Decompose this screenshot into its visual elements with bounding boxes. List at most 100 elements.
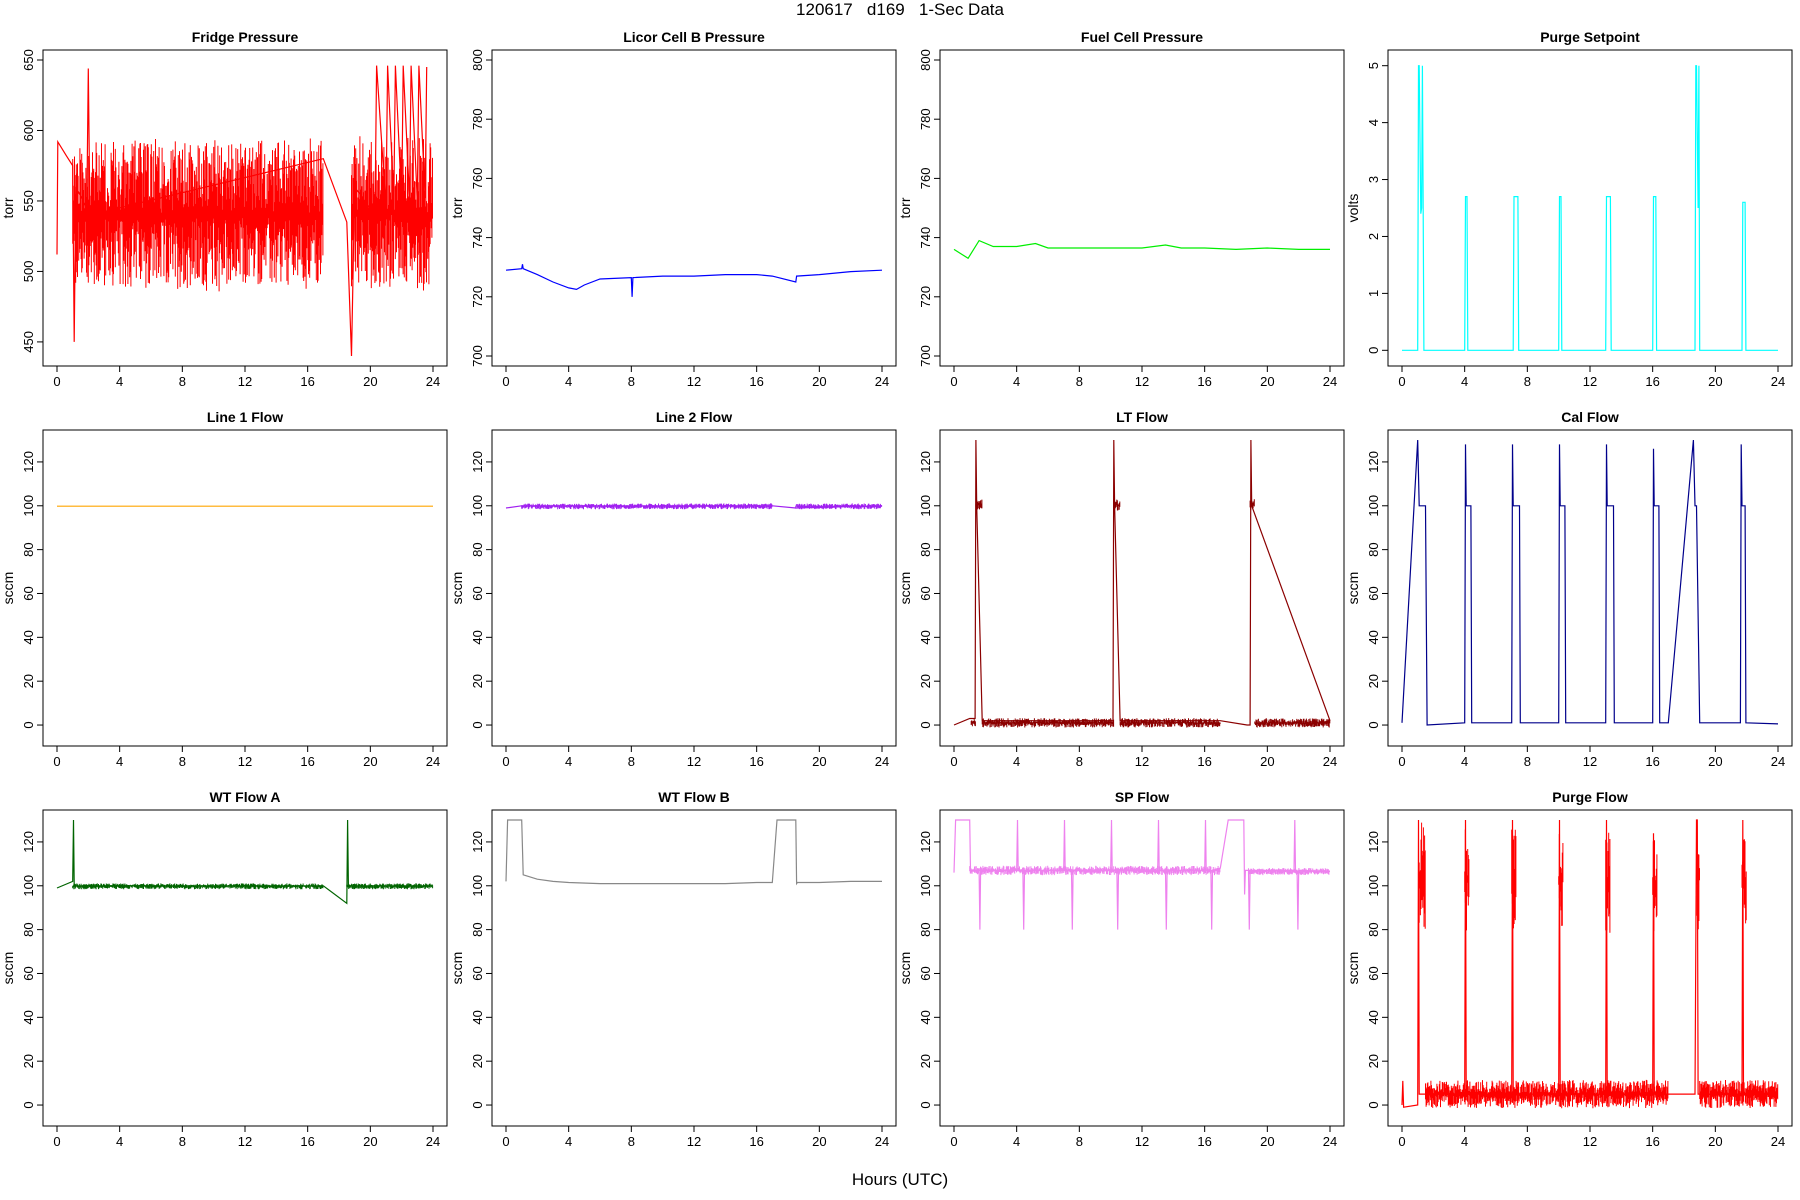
x-tick-label: 0 [502, 1134, 509, 1149]
y-tick-label: 20 [918, 674, 933, 688]
noise-band [970, 719, 976, 727]
x-tick-label: 12 [687, 754, 701, 769]
y-tick-label: 0 [470, 721, 485, 728]
y-tick-label: 40 [918, 1010, 933, 1024]
y-tick-label: 700 [918, 345, 933, 367]
x-tick-label: 0 [1398, 1134, 1405, 1149]
y-tick-label: 40 [470, 630, 485, 644]
panel-lt-flow: LT Flow sccm 0 4 8 12 16 20 24 0 20 40 60 80 100 120 [897, 409, 1345, 769]
y-tick-label: 120 [1366, 451, 1381, 473]
y-tick-label: 20 [1366, 674, 1381, 688]
x-tick-label: 20 [1260, 754, 1274, 769]
y-tick-label: 100 [918, 875, 933, 897]
series-line-sp-flow [953, 819, 1331, 930]
x-tick-label: 12 [687, 1134, 701, 1149]
plot-frame [1387, 429, 1793, 747]
y-tick-label: 20 [21, 674, 36, 688]
y-tick-label: 0 [918, 1101, 933, 1108]
panel-title: SP Flow [1115, 789, 1169, 805]
y-tick-label: 4 [1366, 119, 1381, 126]
x-tick-label: 16 [749, 1134, 763, 1149]
x-tick-label: 24 [1323, 1134, 1337, 1149]
y-axis-label: sccm [449, 572, 465, 605]
y-tick-label: 500 [21, 261, 36, 283]
y-tick-label: 40 [1366, 1010, 1381, 1024]
series-line-purge-setpoint [1402, 65, 1778, 351]
x-tick-label: 8 [1524, 1134, 1531, 1149]
x-tick-label: 12 [1135, 754, 1149, 769]
panel-fridge-pressure: Fridge Pressure torr 0 4 8 12 16 20 24 450 500 550 6… [0, 29, 448, 389]
data-layer [505, 819, 882, 886]
data-layer [1401, 819, 1779, 1109]
y-tick-label: 100 [1366, 875, 1381, 897]
plot-frame [939, 49, 1345, 367]
x-axis-label: Hours (UTC) [851, 1170, 949, 1189]
panel-title: WT Flow A [209, 789, 280, 805]
noise-band [351, 136, 433, 291]
y-tick-label: 2 [1366, 233, 1381, 240]
x-tick-label: 0 [950, 374, 957, 389]
series-line-fuel-cell-pressure [953, 239, 1330, 260]
panel-title: Cal Flow [1561, 409, 1619, 425]
x-tick-label: 8 [1524, 374, 1531, 389]
y-tick-label: 60 [470, 586, 485, 600]
y-axis-label: sccm [0, 952, 16, 985]
y-tick-label: 60 [918, 586, 933, 600]
panel-title: Licor Cell B Pressure [623, 29, 765, 45]
y-tick-label: 600 [21, 120, 36, 142]
x-tick-label: 0 [53, 1134, 60, 1149]
x-tick-label: 20 [1708, 374, 1722, 389]
y-tick-label: 120 [1366, 831, 1381, 853]
x-tick-label: 12 [238, 1134, 252, 1149]
x-tick-label: 12 [1583, 754, 1597, 769]
x-tick-label: 4 [565, 1134, 572, 1149]
y-tick-label: 0 [1366, 1101, 1381, 1108]
x-tick-label: 0 [502, 374, 509, 389]
series-line-fridge-pressure [56, 65, 428, 357]
y-tick-label: 120 [21, 451, 36, 473]
series-line-wt-flow-a [56, 819, 433, 905]
plot-frame [491, 429, 897, 747]
series-line-line-2-flow [505, 505, 883, 509]
x-tick-label: 12 [1135, 374, 1149, 389]
x-tick-label: 24 [1771, 1134, 1785, 1149]
y-tick-label: 0 [21, 721, 36, 728]
y-tick-label: 100 [470, 495, 485, 517]
series-line-licor-cell-b-pressure [505, 264, 883, 297]
x-tick-label: 0 [950, 754, 957, 769]
x-tick-label: 8 [179, 1134, 186, 1149]
x-tick-label: 16 [300, 1134, 314, 1149]
x-tick-label: 4 [1013, 1134, 1020, 1149]
y-tick-label: 1 [1366, 290, 1381, 297]
x-tick-label: 16 [1645, 754, 1659, 769]
x-tick-label: 8 [1076, 374, 1083, 389]
y-tick-label: 120 [918, 831, 933, 853]
page-title: 120617 d169 1-Sec Data [796, 0, 1004, 19]
y-tick-label: 120 [470, 451, 485, 473]
data-layer [505, 503, 883, 510]
y-tick-label: 740 [918, 227, 933, 249]
panel-title: LT Flow [1116, 409, 1168, 425]
y-tick-label: 20 [1366, 1054, 1381, 1068]
noise-band [981, 718, 1115, 728]
noise-band [1418, 822, 1426, 929]
y-tick-label: 100 [21, 495, 36, 517]
x-tick-label: 20 [1708, 1134, 1722, 1149]
x-tick-label: 4 [1013, 374, 1020, 389]
y-axis-label: volts [1345, 194, 1361, 223]
data-layer [953, 439, 1331, 728]
panel-title: Fuel Cell Pressure [1081, 29, 1203, 45]
x-tick-label: 12 [1583, 1134, 1597, 1149]
x-tick-label: 0 [502, 754, 509, 769]
x-tick-label: 12 [238, 754, 252, 769]
x-tick-label: 8 [628, 754, 635, 769]
y-tick-label: 0 [1366, 721, 1381, 728]
panel-licor-cell-b-pressure: Licor Cell B Pressure torr 0 4 8 12 16 20 24 700 7… [449, 29, 897, 389]
y-tick-label: 120 [918, 451, 933, 473]
x-tick-label: 24 [1771, 374, 1785, 389]
x-tick-label: 20 [1708, 754, 1722, 769]
y-tick-label: 740 [470, 227, 485, 249]
panel-title: Fridge Pressure [192, 29, 299, 45]
y-tick-label: 80 [918, 922, 933, 936]
